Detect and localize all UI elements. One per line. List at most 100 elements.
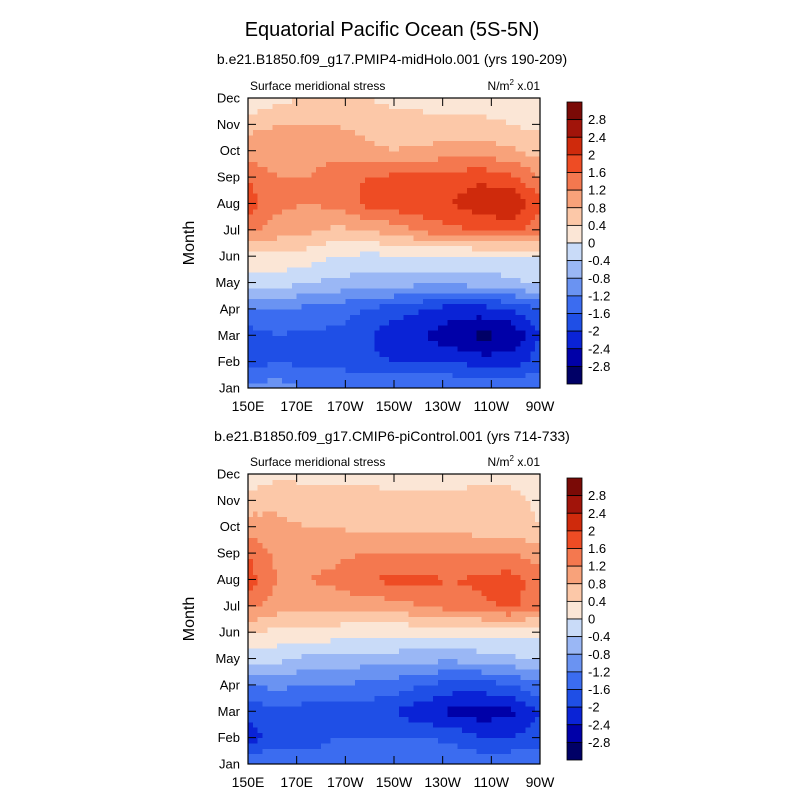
heatmap-cell xyxy=(267,653,272,659)
heatmap-cell xyxy=(491,351,496,357)
heatmap-cell xyxy=(428,659,433,665)
heatmap-cell xyxy=(413,172,418,178)
heatmap-cell xyxy=(350,298,355,304)
heatmap-cell xyxy=(452,695,457,701)
heatmap-cell xyxy=(287,219,292,225)
heatmap-cell xyxy=(311,251,316,257)
heatmap-cell xyxy=(379,701,384,707)
heatmap-cell xyxy=(423,198,428,204)
heatmap-cell xyxy=(491,674,496,680)
heatmap-cell xyxy=(331,643,336,649)
heatmap-cell xyxy=(326,325,331,331)
heatmap-cell xyxy=(311,680,316,686)
heatmap-cell xyxy=(433,717,438,723)
heatmap-cell xyxy=(384,717,389,723)
heatmap-cell xyxy=(267,188,272,194)
heatmap-cell xyxy=(477,717,482,723)
heatmap-cell xyxy=(433,235,438,241)
heatmap-cell xyxy=(282,632,287,638)
heatmap-cell xyxy=(316,214,321,220)
heatmap-cell xyxy=(506,314,511,320)
heatmap-cell xyxy=(297,98,302,104)
heatmap-cell xyxy=(511,193,516,199)
heatmap-cell xyxy=(521,648,526,654)
heatmap-cell xyxy=(448,362,453,368)
heatmap-cell xyxy=(516,119,521,125)
heatmap-cell xyxy=(345,367,350,373)
heatmap-cell xyxy=(530,669,535,675)
heatmap-cell xyxy=(306,346,311,352)
heatmap-cell xyxy=(311,124,316,130)
heatmap-cell xyxy=(516,272,521,278)
heatmap-cell xyxy=(399,722,404,728)
heatmap-cell xyxy=(365,753,370,759)
heatmap-cell xyxy=(292,119,297,125)
heatmap-cell xyxy=(375,267,380,273)
heatmap-cell xyxy=(418,103,423,109)
heatmap-cell xyxy=(443,727,448,733)
heatmap-cell xyxy=(292,193,297,199)
heatmap-cell xyxy=(399,272,404,278)
heatmap-cell xyxy=(491,669,496,675)
heatmap-cell xyxy=(350,632,355,638)
heatmap-cell xyxy=(350,680,355,686)
heatmap-cell xyxy=(272,177,277,183)
heatmap-cell xyxy=(462,151,467,157)
heatmap-cell xyxy=(384,346,389,352)
heatmap-cell xyxy=(321,706,326,712)
heatmap-cell xyxy=(370,119,375,125)
x-tick-label: 130W xyxy=(424,398,461,414)
heatmap-cell xyxy=(521,177,526,183)
heatmap-cell xyxy=(258,177,263,183)
heatmap-cell xyxy=(486,304,491,310)
heatmap-cell xyxy=(370,246,375,252)
heatmap-cell xyxy=(267,167,272,173)
heatmap-cell xyxy=(263,304,268,310)
heatmap-cell xyxy=(263,669,268,675)
heatmap-cell xyxy=(258,304,263,310)
heatmap-cell xyxy=(384,167,389,173)
heatmap-cell xyxy=(297,722,302,728)
heatmap-cell xyxy=(375,288,380,294)
heatmap-cell xyxy=(287,701,292,707)
heatmap-cell xyxy=(482,214,487,220)
heatmap-cell xyxy=(423,706,428,712)
heatmap-cell xyxy=(272,319,277,325)
heatmap-cell xyxy=(321,748,326,754)
heatmap-cell xyxy=(345,653,350,659)
heatmap-cell xyxy=(370,664,375,670)
heatmap-cell xyxy=(467,182,472,188)
heatmap-cell xyxy=(511,753,516,759)
heatmap-cell xyxy=(311,140,316,146)
heatmap-cell xyxy=(287,325,292,331)
heatmap-cell xyxy=(482,351,487,357)
heatmap-cell xyxy=(350,246,355,252)
heatmap-cell xyxy=(345,701,350,707)
heatmap-cell xyxy=(438,304,443,310)
heatmap-cell xyxy=(272,722,277,728)
heatmap-cell xyxy=(287,748,292,754)
heatmap-cell xyxy=(297,701,302,707)
heatmap-cell xyxy=(428,325,433,331)
heatmap-cell xyxy=(501,309,506,315)
heatmap-cell xyxy=(272,632,277,638)
heatmap-cell xyxy=(516,643,521,649)
heatmap-cell xyxy=(418,235,423,241)
heatmap-cell xyxy=(525,246,530,252)
heatmap-cell xyxy=(457,341,462,347)
heatmap-cell xyxy=(477,193,482,199)
heatmap-cell xyxy=(326,627,331,633)
heatmap-cell xyxy=(350,135,355,141)
heatmap-cell xyxy=(506,701,511,707)
heatmap-cell xyxy=(516,753,521,759)
heatmap-cell xyxy=(491,664,496,670)
heatmap-cell xyxy=(525,177,530,183)
heatmap-cell xyxy=(370,738,375,744)
heatmap-cell xyxy=(311,690,316,696)
heatmap-cell xyxy=(336,177,341,183)
heatmap-cell xyxy=(501,664,506,670)
heatmap-cell xyxy=(418,325,423,331)
heatmap-cell xyxy=(263,103,268,109)
heatmap-cell xyxy=(423,727,428,733)
heatmap-cell xyxy=(409,717,414,723)
